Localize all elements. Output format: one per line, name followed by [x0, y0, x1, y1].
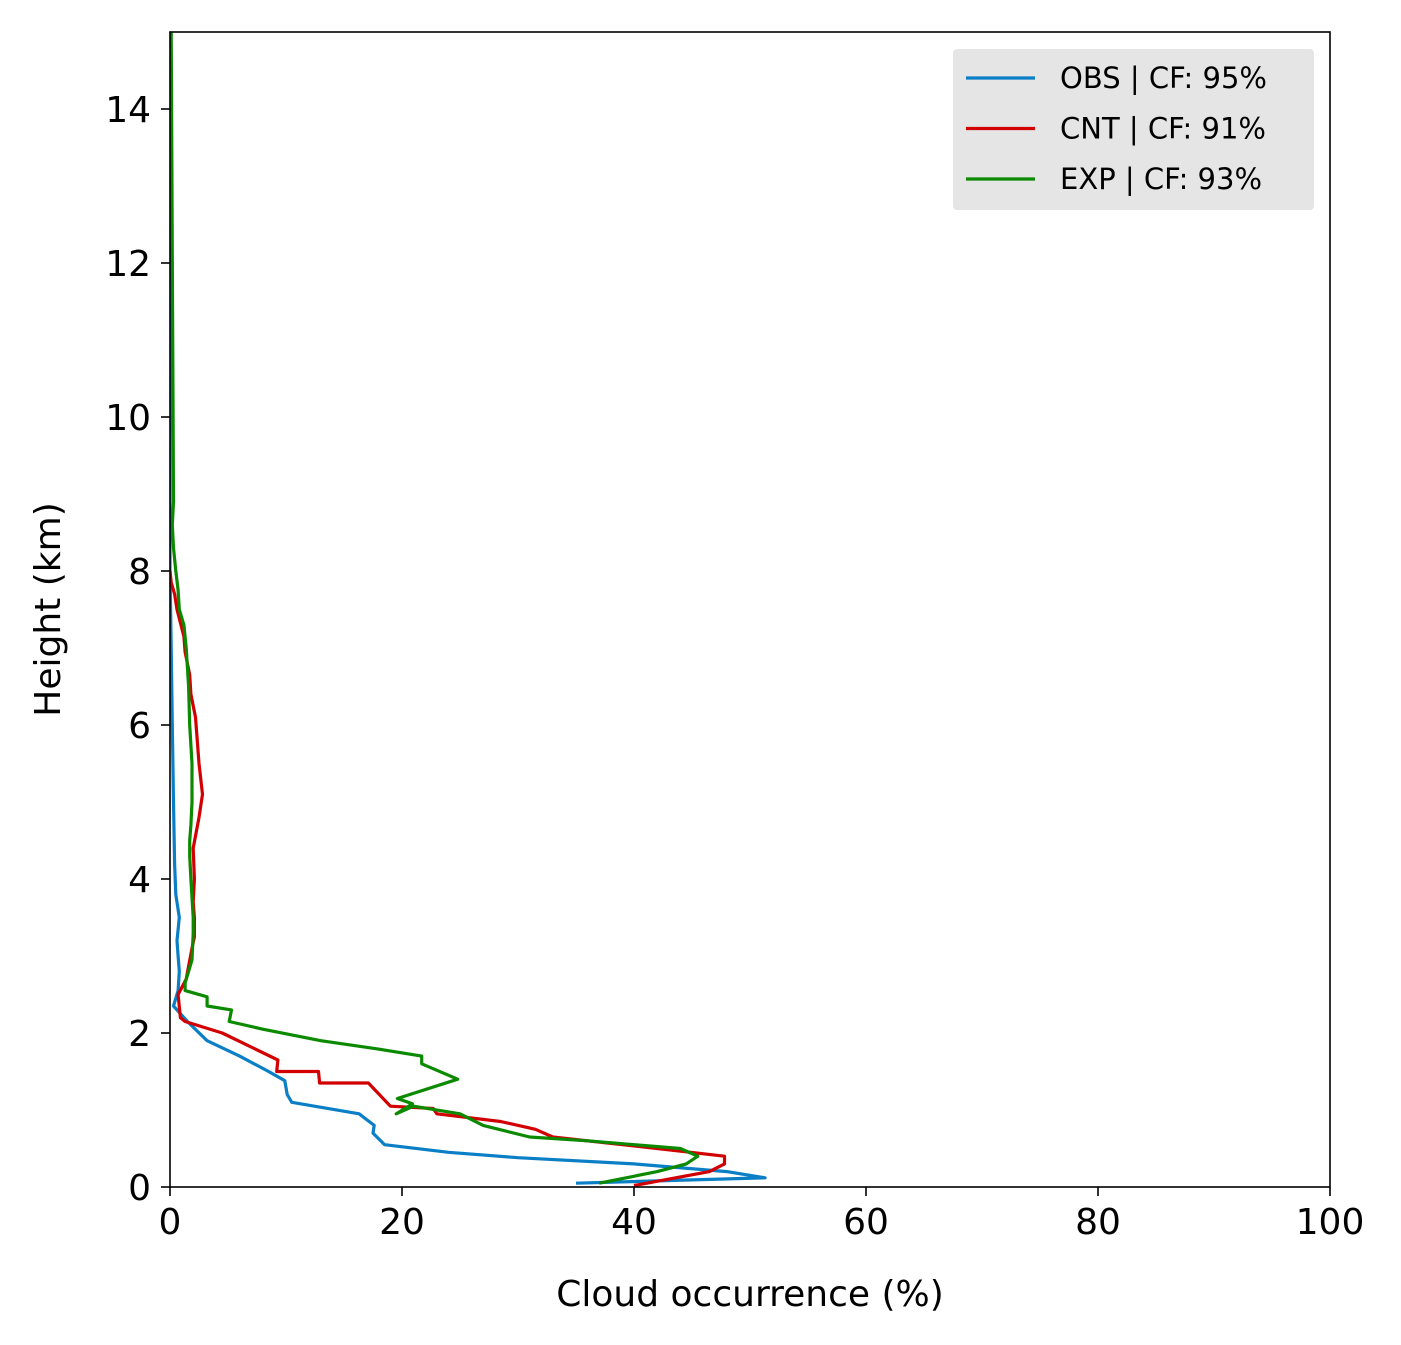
y-tick-label: 2	[128, 1014, 151, 1055]
legend-label: OBS | CF: 95%	[1060, 61, 1267, 95]
x-tick-label: 40	[611, 1202, 657, 1243]
x-axis-label: Cloud occurrence (%)	[556, 1274, 944, 1315]
y-tick-label: 4	[128, 860, 151, 901]
legend-box	[953, 49, 1314, 210]
plot-frame	[169, 31, 1331, 1188]
legend-label: EXP | CF: 93%	[1060, 162, 1262, 196]
ticks-layer: 0 20 40 60 80 100 0 2 4 6 8 10 12 14	[105, 90, 1364, 1243]
series-line-1	[170, 32, 767, 1185]
y-tick-label: 0	[128, 1168, 151, 1209]
series-line-2	[170, 570, 727, 1187]
series-layer	[170, 32, 767, 1187]
x-tick-label: 20	[379, 1202, 425, 1243]
y-axis-label: Height (km)	[28, 502, 69, 716]
x-tick-label: 80	[1075, 1202, 1121, 1243]
x-tick-label: 60	[843, 1202, 889, 1243]
y-tick-label: 12	[105, 244, 151, 285]
y-tick-label: 14	[105, 90, 151, 131]
series-line-3	[170, 32, 700, 1185]
y-tick-label: 6	[128, 706, 151, 747]
y-tick-label: 8	[128, 552, 151, 593]
x-tick-label: 100	[1296, 1202, 1365, 1243]
legend: OBS | CF: 95% CNT | CF: 91% EXP | CF: 93%	[953, 49, 1314, 210]
legend-label: CNT | CF: 91%	[1060, 112, 1266, 146]
y-tick-label: 10	[105, 398, 151, 439]
x-tick-label: 0	[159, 1202, 182, 1243]
